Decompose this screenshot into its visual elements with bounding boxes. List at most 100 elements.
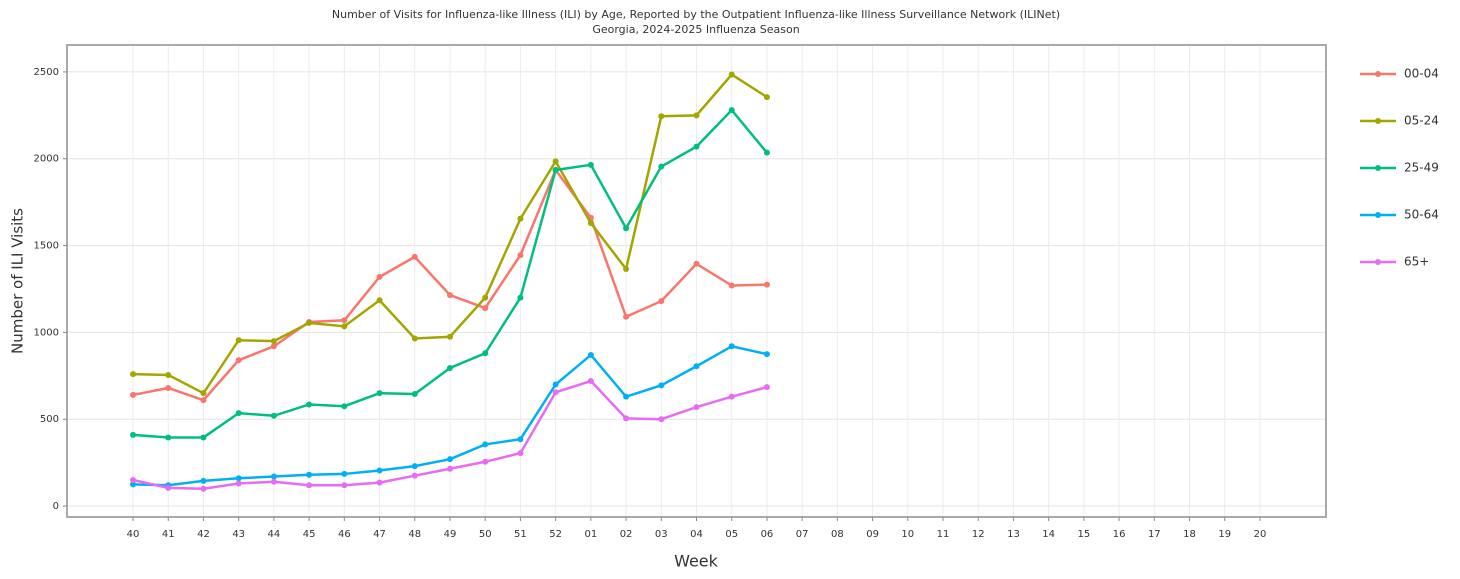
data-point xyxy=(130,371,137,378)
data-point xyxy=(728,343,735,350)
legend-marker xyxy=(1375,71,1381,77)
x-tick-label: 01 xyxy=(584,529,597,540)
x-tick-label: 03 xyxy=(655,529,668,540)
data-point xyxy=(517,450,524,457)
chart-subtitle: Georgia, 2024-2025 Influenza Season xyxy=(592,23,799,36)
data-point xyxy=(658,298,665,305)
x-tick-label: 52 xyxy=(549,529,562,540)
data-point xyxy=(552,158,559,165)
data-point xyxy=(763,384,770,391)
legend-marker xyxy=(1375,118,1381,124)
data-point xyxy=(130,481,137,488)
legend-label: 65+ xyxy=(1404,255,1429,269)
x-tick-label: 10 xyxy=(901,529,914,540)
data-point xyxy=(165,371,172,378)
data-point xyxy=(693,404,700,411)
data-point xyxy=(130,431,137,438)
data-point xyxy=(693,112,700,119)
x-tick-label: 42 xyxy=(197,529,210,540)
x-tick-label: 11 xyxy=(937,529,950,540)
data-point xyxy=(482,350,489,357)
data-point xyxy=(728,393,735,400)
legend-marker xyxy=(1375,165,1381,171)
data-point xyxy=(411,391,418,398)
data-point xyxy=(587,219,594,226)
data-point xyxy=(446,465,453,472)
data-point xyxy=(411,335,418,342)
data-point xyxy=(165,384,172,391)
data-point xyxy=(341,470,348,477)
data-point xyxy=(482,441,489,448)
data-point xyxy=(658,163,665,170)
data-point xyxy=(306,319,313,326)
x-tick-label: 51 xyxy=(514,529,527,540)
data-point xyxy=(200,390,207,397)
data-point xyxy=(482,305,489,312)
x-tick-label: 40 xyxy=(127,529,140,540)
x-tick-label: 02 xyxy=(620,529,633,540)
x-tick-label: 48 xyxy=(408,529,421,540)
data-point xyxy=(306,471,313,478)
data-point xyxy=(376,479,383,486)
data-point xyxy=(200,477,207,484)
x-tick-label: 46 xyxy=(338,529,351,540)
x-tick-label: 08 xyxy=(831,529,844,540)
x-tick-label: 12 xyxy=(972,529,985,540)
data-point xyxy=(200,485,207,492)
data-point xyxy=(130,477,137,484)
data-point xyxy=(658,382,665,389)
x-tick-label: 50 xyxy=(479,529,492,540)
data-point xyxy=(623,393,630,400)
data-point xyxy=(270,338,277,345)
data-point xyxy=(587,161,594,168)
legend-marker xyxy=(1375,212,1381,218)
data-point xyxy=(411,472,418,479)
x-tick-label: 15 xyxy=(1078,529,1091,540)
data-point xyxy=(763,94,770,101)
y-axis-label: Number of ILI Visits xyxy=(9,208,27,354)
data-point xyxy=(235,480,242,487)
x-tick-label: 49 xyxy=(444,529,457,540)
data-point xyxy=(693,260,700,267)
data-point xyxy=(446,365,453,372)
x-tick-label: 13 xyxy=(1007,529,1020,540)
data-point xyxy=(623,415,630,422)
data-point xyxy=(411,463,418,470)
data-point xyxy=(411,253,418,260)
data-point xyxy=(552,389,559,396)
x-tick-label: 16 xyxy=(1113,529,1126,540)
data-point xyxy=(728,107,735,114)
data-point xyxy=(517,252,524,259)
data-point xyxy=(306,401,313,408)
x-axis-label: Week xyxy=(674,552,719,571)
data-point xyxy=(517,294,524,301)
x-tick-label: 19 xyxy=(1218,529,1231,540)
data-point xyxy=(130,391,137,398)
data-point xyxy=(235,337,242,344)
y-tick-label: 2000 xyxy=(34,154,59,165)
x-tick-label: 45 xyxy=(303,529,316,540)
data-point xyxy=(270,473,277,480)
x-tick-label: 07 xyxy=(796,529,809,540)
data-point xyxy=(270,412,277,419)
data-point xyxy=(482,458,489,465)
legend-marker xyxy=(1375,259,1381,265)
data-point xyxy=(270,343,277,350)
data-point xyxy=(658,113,665,120)
data-point xyxy=(376,273,383,280)
data-point xyxy=(623,313,630,320)
data-point xyxy=(623,266,630,273)
data-point xyxy=(552,381,559,388)
data-point xyxy=(306,482,313,489)
y-tick-label: 1500 xyxy=(34,241,59,252)
data-point xyxy=(446,333,453,340)
data-point xyxy=(235,357,242,364)
data-point xyxy=(446,456,453,463)
data-point xyxy=(200,397,207,404)
data-point xyxy=(623,225,630,232)
data-point xyxy=(763,281,770,288)
data-point xyxy=(165,484,172,491)
data-point xyxy=(482,294,489,301)
y-tick-label: 500 xyxy=(40,414,59,425)
